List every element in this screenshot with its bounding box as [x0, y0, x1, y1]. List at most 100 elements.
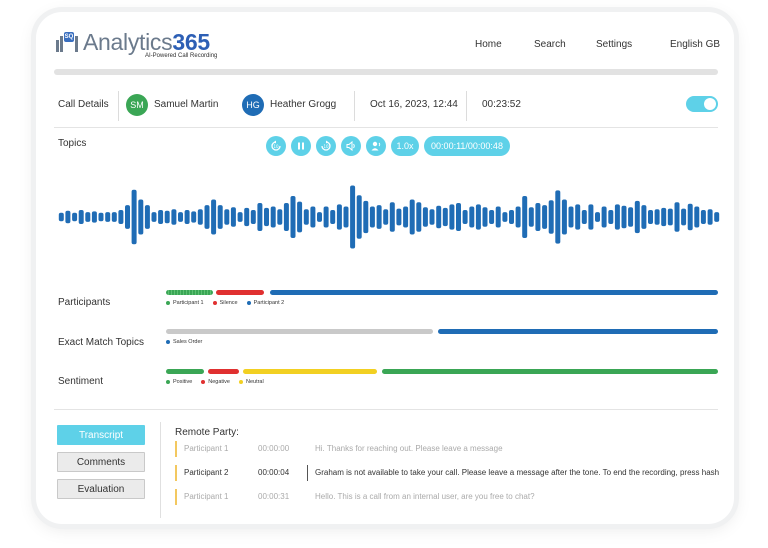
tabs-divider — [160, 422, 161, 518]
participant-2-segment[interactable] — [270, 290, 718, 295]
waveform-bar — [403, 206, 409, 228]
divider — [354, 91, 355, 121]
timestamp: 00:00:04 — [258, 468, 290, 477]
sales-order-segment[interactable] — [438, 329, 718, 334]
legend-dot — [166, 380, 170, 384]
no-topic-segment[interactable] — [166, 329, 433, 334]
message: Graham is not available to take your cal… — [315, 468, 720, 477]
legend-dot — [166, 340, 170, 344]
waveform-bar — [667, 208, 673, 226]
topics-label: Topics — [58, 138, 87, 149]
legend-item: Neutral — [238, 379, 264, 385]
waveform-bar — [244, 207, 250, 227]
row-marker — [175, 441, 177, 457]
participant-1-segment[interactable] — [166, 290, 213, 295]
details-toggle[interactable] — [686, 96, 718, 112]
waveform-bar — [350, 185, 356, 249]
nav-search[interactable]: Search — [534, 39, 566, 50]
waveform-bar — [191, 211, 197, 223]
waveform-bar — [317, 212, 322, 222]
participant-a-name: Samuel Martin — [154, 99, 219, 110]
nav-home[interactable]: Home — [475, 39, 502, 50]
speaker-person-icon[interactable] — [366, 136, 386, 156]
waveform-bar — [111, 212, 117, 222]
app-window: SQ Analytics365 AI-Powered Call Recordin… — [36, 12, 734, 524]
waveform-bar — [323, 206, 329, 228]
tab-comments[interactable]: Comments — [57, 452, 145, 472]
waveform-bar — [681, 208, 687, 226]
participants-legend: Participant 1 Silence Participant 2 — [166, 300, 284, 306]
legend-dot — [238, 380, 243, 384]
header-divider — [54, 69, 718, 75]
waveform-bar — [429, 209, 435, 225]
speaker: Participant 2 — [184, 468, 229, 477]
positive-segment[interactable] — [382, 369, 718, 374]
toggle-knob — [704, 98, 716, 110]
transcript-row-active[interactable]: Participant 2 00:00:04 Graham is not ava… — [175, 465, 720, 481]
waveform-bar — [542, 205, 548, 229]
waveform-bar — [383, 209, 389, 225]
call-details-bar: Call Details SM Samuel Martin HG Heather… — [58, 91, 718, 121]
waveform-bar — [197, 209, 203, 225]
waveform-bar — [138, 199, 144, 235]
waveform-bar — [495, 206, 501, 228]
row-marker — [175, 489, 177, 505]
waveform-bar — [290, 196, 296, 238]
legend-item: Positive — [166, 379, 192, 385]
logo-icon: SQ — [56, 32, 80, 54]
call-details-label: Call Details — [58, 99, 109, 110]
neutral-segment[interactable] — [243, 369, 377, 374]
waveform-bar — [628, 207, 634, 227]
waveform-bar — [548, 200, 554, 234]
waveform-bar — [151, 212, 157, 222]
waveform-bar — [528, 207, 534, 227]
waveform-bar — [588, 204, 594, 230]
waveform-bar — [310, 206, 316, 228]
waveform-bar — [277, 209, 283, 225]
legend-dot — [212, 301, 217, 305]
waveform-bar — [204, 205, 210, 229]
tab-evaluation[interactable]: Evaluation — [57, 479, 145, 499]
language-selector[interactable]: English GB — [670, 39, 721, 50]
legend-item: Participant 2 — [246, 300, 284, 306]
transcript-row[interactable]: Participant 1 00:00:31 Hello. This is a … — [175, 489, 720, 505]
forward-10-icon[interactable]: 10 — [316, 136, 336, 156]
positive-segment[interactable] — [166, 369, 204, 374]
silence-segment[interactable] — [216, 290, 264, 295]
waveform-bar — [257, 203, 263, 231]
message: Hi. Thanks for reaching out. Please leav… — [315, 444, 503, 453]
waveform-bar — [118, 210, 124, 224]
tab-transcript[interactable]: Transcript — [57, 425, 145, 445]
waveform-bar — [230, 207, 236, 227]
waveform-bar — [648, 210, 653, 224]
volume-icon[interactable] — [341, 136, 361, 156]
waveform-bar — [654, 209, 660, 225]
nav-settings[interactable]: Settings — [596, 39, 633, 50]
pause-icon[interactable] — [291, 136, 311, 156]
legend-item: Silence — [212, 300, 238, 306]
svg-text:10: 10 — [323, 144, 329, 149]
waveform-bar — [661, 207, 667, 227]
waveform-bar — [482, 207, 488, 227]
waveform-bar — [217, 205, 223, 229]
transcript-row[interactable]: Participant 1 00:00:00 Hi. Thanks for re… — [175, 441, 720, 457]
waveform-bar — [211, 199, 217, 235]
negative-segment[interactable] — [208, 369, 239, 374]
waveform-bar — [409, 199, 415, 235]
waveform-bar — [475, 204, 481, 230]
section-divider — [54, 409, 718, 410]
waveform-bar — [144, 205, 150, 229]
brand-tagline: AI-Powered Call Recording — [145, 53, 218, 59]
waveform-bar — [687, 203, 693, 231]
row-marker — [175, 465, 177, 481]
rewind-10-icon[interactable]: 10 — [266, 136, 286, 156]
waveform-bar — [422, 207, 428, 227]
playback-speed-button[interactable]: 1.0x — [391, 136, 419, 156]
waveform-bar — [336, 204, 342, 230]
logo[interactable]: SQ Analytics365 AI-Powered Call Recordin… — [56, 30, 217, 59]
call-duration: 00:23:52 — [482, 99, 521, 110]
timestamp: 00:00:31 — [258, 492, 290, 501]
waveform-bar — [555, 190, 561, 244]
waveform-bar — [85, 212, 91, 222]
audio-waveform[interactable] — [58, 162, 720, 272]
